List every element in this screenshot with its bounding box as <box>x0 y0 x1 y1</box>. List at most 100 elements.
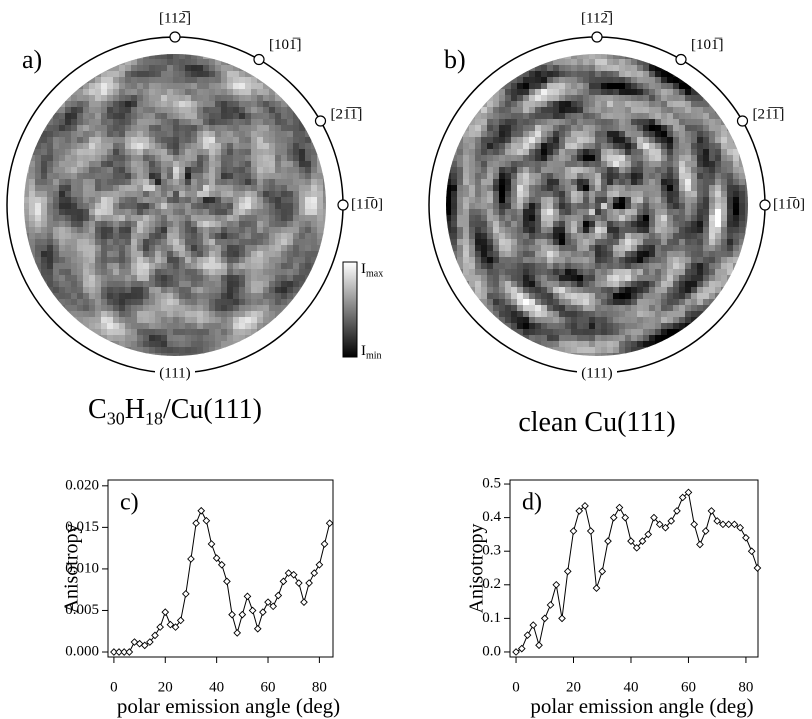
pattern-cell <box>47 149 54 156</box>
pattern-cell <box>565 59 572 66</box>
pattern-cell <box>71 239 78 246</box>
pattern-cell <box>559 113 566 120</box>
pattern-cell <box>311 137 318 144</box>
pattern-cell <box>595 269 602 276</box>
pattern-cell <box>637 101 644 108</box>
pattern-cell <box>149 251 156 258</box>
pattern-cell <box>167 311 174 318</box>
pattern-cell <box>535 305 542 312</box>
pattern-cell <box>107 203 114 210</box>
pattern-cell <box>541 305 548 312</box>
pattern-cell <box>83 149 90 156</box>
pattern-cell <box>95 299 102 306</box>
pattern-cell <box>733 269 740 276</box>
pattern-cell <box>619 233 626 240</box>
data-point <box>611 514 617 520</box>
pattern-cell <box>499 95 506 102</box>
pattern-cell <box>691 107 698 114</box>
pattern-cell <box>511 233 518 240</box>
pattern-cell <box>691 239 698 246</box>
pattern-cell <box>215 287 222 294</box>
pattern-cell <box>197 215 204 222</box>
pattern-cell <box>631 269 638 276</box>
pattern-cell <box>667 125 674 132</box>
pattern-cell <box>559 143 566 150</box>
pattern-cell <box>131 83 138 90</box>
pattern-cell <box>535 329 542 336</box>
pattern-cell <box>505 221 512 228</box>
pattern-cell <box>721 113 728 120</box>
pattern-cell <box>233 227 240 234</box>
pattern-cell <box>197 59 204 66</box>
pattern-cell <box>221 101 228 108</box>
pattern-cell <box>215 83 222 90</box>
pattern-cell <box>667 239 674 246</box>
pattern-cell <box>197 95 204 102</box>
pattern-cell <box>233 299 240 306</box>
pattern-cell <box>29 257 36 264</box>
pattern-cell <box>125 221 132 228</box>
pattern-cell <box>601 161 608 168</box>
pattern-cell <box>77 323 84 330</box>
pattern-cell <box>89 131 96 138</box>
pattern-cell <box>595 347 602 354</box>
pattern-cell <box>709 179 716 186</box>
pattern-cell <box>553 293 560 300</box>
pattern-cell <box>317 185 324 192</box>
pattern-cell <box>227 341 234 348</box>
pattern-cell <box>221 215 228 222</box>
pattern-cell <box>505 83 512 90</box>
pattern-cell <box>113 179 120 186</box>
pattern-cell <box>577 95 584 102</box>
pattern-cell <box>161 101 168 108</box>
pattern-cell <box>607 269 614 276</box>
pattern-cell <box>655 95 662 102</box>
pattern-cell <box>661 149 668 156</box>
pattern-cell <box>239 341 246 348</box>
pattern-cell <box>595 71 602 78</box>
pattern-cell <box>203 185 210 192</box>
pattern-cell <box>191 131 198 138</box>
pattern-cell <box>481 149 488 156</box>
pattern-cell <box>619 89 626 96</box>
pattern-cell <box>95 335 102 342</box>
pattern-cell <box>655 335 662 342</box>
pattern-cell <box>137 341 144 348</box>
pattern-cell <box>709 227 716 234</box>
pattern-cell <box>191 71 198 78</box>
pattern-cell <box>65 185 72 192</box>
pattern-cell <box>715 245 722 252</box>
pattern-cell <box>631 191 638 198</box>
pattern-cell <box>251 281 258 288</box>
pattern-cell <box>173 269 180 276</box>
pattern-cell <box>703 221 710 228</box>
pattern-cell <box>251 311 258 318</box>
pattern-cell <box>481 137 488 144</box>
pattern-cell <box>631 125 638 132</box>
pattern-cell <box>77 83 84 90</box>
pattern-cell <box>287 155 294 162</box>
pattern-cell <box>263 89 270 96</box>
pattern-cell <box>589 335 596 342</box>
pattern-cell <box>35 233 42 240</box>
pattern-cell <box>721 269 728 276</box>
pattern-cell <box>565 119 572 126</box>
pattern-cell <box>179 317 186 324</box>
pattern-cell <box>517 83 524 90</box>
pattern-cell <box>703 257 710 264</box>
pattern-cell <box>709 209 716 216</box>
pattern-cell <box>293 185 300 192</box>
pattern-cell <box>137 203 144 210</box>
pattern-cell <box>457 269 464 276</box>
pattern-cell <box>305 251 312 258</box>
pattern-cell <box>511 305 518 312</box>
pattern-cell <box>191 287 198 294</box>
pattern-cell <box>667 83 674 90</box>
pattern-cell <box>583 305 590 312</box>
pattern-cell <box>221 263 228 270</box>
pattern-cell <box>251 77 258 84</box>
pattern-cell <box>511 317 518 324</box>
pattern-cell <box>715 233 722 240</box>
pattern-cell <box>47 221 54 228</box>
pattern-cell <box>185 53 192 60</box>
